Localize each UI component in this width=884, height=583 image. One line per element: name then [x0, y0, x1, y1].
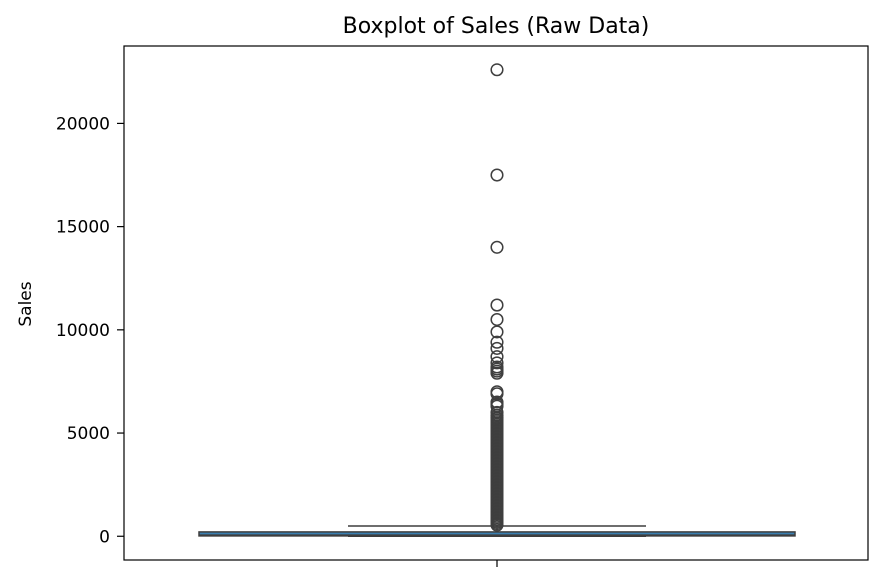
outlier-point	[490, 168, 504, 182]
y-tick-label: 20000	[56, 114, 110, 134]
y-axis-label: Sales	[16, 281, 36, 326]
y-tick-label: 10000	[56, 321, 110, 341]
outlier-point	[490, 518, 504, 532]
y-tick-label: 5000	[67, 424, 110, 444]
outlier-point	[490, 405, 504, 419]
y-tick-label: 0	[99, 527, 110, 547]
outliers	[490, 63, 504, 532]
outlier-point	[490, 341, 504, 355]
y-axis: 0 5000 10000 15000 20000	[56, 114, 124, 547]
outlier-point	[490, 335, 504, 349]
outlier-point	[490, 385, 504, 399]
outlier-point	[490, 360, 504, 374]
box	[198, 531, 796, 537]
outlier-point	[490, 356, 504, 370]
outlier-point	[490, 63, 504, 77]
box-group	[198, 525, 796, 538]
outlier-point	[490, 312, 504, 327]
outlier-point	[490, 325, 504, 339]
outlier-point	[490, 240, 504, 254]
outlier-point	[490, 395, 504, 409]
chart-title: Boxplot of Sales (Raw Data)	[343, 14, 650, 39]
outlier-point	[490, 350, 504, 364]
plot-frame	[123, 45, 869, 561]
outlier-point	[490, 298, 504, 312]
y-tick-label: 15000	[56, 218, 110, 238]
